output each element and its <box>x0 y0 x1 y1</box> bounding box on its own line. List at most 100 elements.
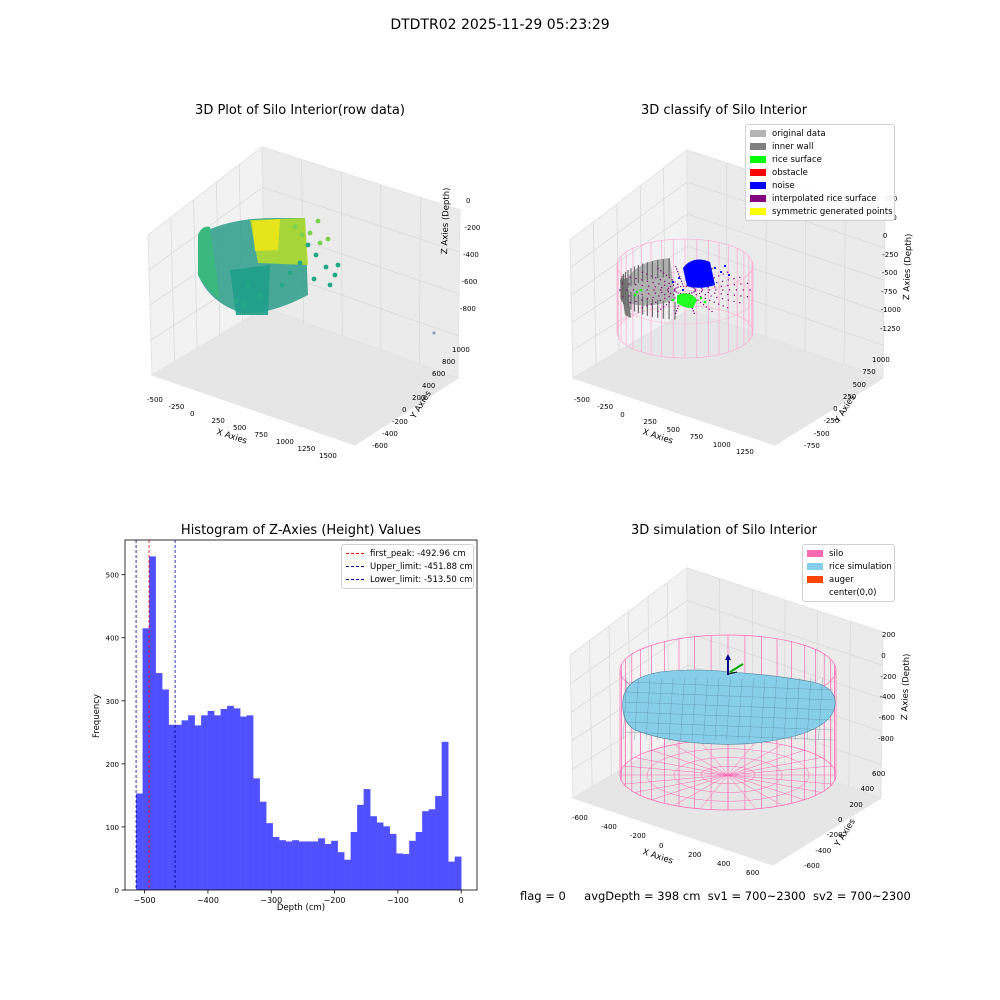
classify-x-tick: 1250 <box>736 448 754 456</box>
raw-x-tick: 1000 <box>276 438 294 446</box>
raw-z-tick: -400 <box>463 251 479 259</box>
simulation-x-tick: -200 <box>630 832 646 841</box>
simulation-z-tick: -200 <box>880 672 897 681</box>
legend-swatch <box>750 208 766 215</box>
classify-z-tick: 0 <box>882 232 888 241</box>
classify-x-tick: 250 <box>643 418 657 427</box>
histogram-bar <box>376 822 384 890</box>
legend-label: Lower_limit: -513.50 cm <box>370 574 473 585</box>
histogram-bar <box>454 856 462 890</box>
legend-swatch <box>807 563 823 570</box>
legend-entry: auger <box>807 573 890 586</box>
histogram-bar <box>448 861 455 890</box>
histogram-bar <box>402 854 410 890</box>
x-tick-label: −200 <box>324 896 346 905</box>
legend-swatch <box>807 589 823 596</box>
legend-swatch <box>750 130 766 137</box>
histogram-bar <box>201 715 208 890</box>
legend-label: original data <box>772 128 826 139</box>
y-tick-label: 100 <box>106 824 119 832</box>
histogram-x-ticks: −500 −400 −300 −200 −100 0 <box>134 890 464 905</box>
raw-plot-title: 3D Plot of Silo Interior(row data) <box>195 103 405 118</box>
histogram-bar <box>441 741 449 890</box>
simulation-y-tick: 400 <box>860 785 875 794</box>
legend-entry: first_peak: -492.96 cm <box>346 547 469 560</box>
histogram-frame <box>124 539 478 891</box>
legend-entry: noise <box>750 179 890 192</box>
histogram-bar <box>428 809 436 890</box>
avg-depth-text: avgDepth = 398 cm <box>584 889 701 903</box>
histogram-chart: −500 −400 −300 −200 −100 0 0 100 200 300 400 500 <box>106 539 478 905</box>
sv2-text: sv2 = 700~2300 <box>812 889 911 903</box>
histogram-bar <box>383 826 390 890</box>
histogram-bar <box>181 720 189 890</box>
simulation-z-tick: -600 <box>878 714 895 723</box>
legend-label: rice simulation <box>829 561 892 572</box>
raw-z-tick: -200 <box>464 224 481 232</box>
raw-y-tick: 600 <box>432 370 446 378</box>
legend-swatch <box>750 182 766 189</box>
histogram-bar <box>409 840 416 890</box>
raw-3d-plot <box>147 145 461 446</box>
classify-x-tick: -500 <box>574 396 590 404</box>
histogram-bar <box>220 709 228 890</box>
histogram-bar <box>240 716 247 890</box>
raw-y-tick: -600 <box>372 442 388 450</box>
histogram-bar <box>292 840 299 890</box>
histogram-bars <box>136 556 462 890</box>
histogram-legend: first_peak: -492.96 cm Upper_limit: -451.… <box>341 544 474 589</box>
histogram-bar <box>194 725 202 890</box>
classify-y-tick: -250 <box>823 417 840 426</box>
legend-label: noise <box>772 180 795 191</box>
simulation-3d-plot <box>569 567 884 866</box>
histogram-bar <box>298 841 306 890</box>
raw-y-tick: 800 <box>442 358 456 366</box>
histogram-bar <box>246 715 254 890</box>
histogram-bar <box>175 724 182 890</box>
histogram-bar <box>396 853 403 890</box>
simulation-zlabel: Z Axies (Depth) <box>900 653 913 721</box>
histogram-ylabel: Frequency <box>92 694 102 738</box>
histogram-bar <box>188 715 195 890</box>
simulation-z-tick: 200 <box>882 631 896 639</box>
raw-x-tick: 1500 <box>319 452 337 460</box>
legend-label: Upper_limit: -451.88 cm <box>370 561 473 572</box>
raw-point-cloud <box>198 217 436 335</box>
x-tick-label: 0 <box>459 896 464 905</box>
simulation-x-tick: 0 <box>659 841 664 850</box>
histogram-bar <box>149 556 156 890</box>
classify-x-tick: -250 <box>597 403 614 412</box>
raw-y-tick: 0 <box>402 406 407 414</box>
histogram-y-ticks: 0 100 200 300 400 500 <box>106 572 125 895</box>
histogram-bar <box>337 852 345 890</box>
histogram-bar <box>344 859 351 890</box>
histogram-bar <box>272 837 280 890</box>
raw-z-tick: -600 <box>461 278 478 286</box>
histogram-bar <box>279 840 286 890</box>
classify-zlabel: Z Axies (Depth) <box>902 233 915 301</box>
legend-line-sample <box>346 553 364 554</box>
classify-y-tick: 0 <box>833 405 838 414</box>
histogram-bar <box>389 833 397 890</box>
classify-y-tick: -500 <box>813 429 830 438</box>
raw-3d-panes <box>147 145 461 446</box>
classify-x-tick: 0 <box>620 410 625 419</box>
legend-swatch <box>750 195 766 202</box>
auger-marker <box>725 654 744 675</box>
simulation-x-tick: -600 <box>572 814 588 822</box>
histogram-xlabel: Depth (cm) <box>276 903 326 913</box>
histogram-bar <box>207 710 215 890</box>
histogram-bar <box>305 841 312 890</box>
legend-swatch <box>807 550 823 557</box>
legend-label: auger <box>829 574 854 585</box>
simulation-y-tick: -400 <box>815 846 832 855</box>
raw-y-tick: -200 <box>392 418 408 426</box>
simulation-y-tick: -200 <box>826 831 843 840</box>
histogram-bar <box>422 811 429 890</box>
legend-label: rice surface <box>772 154 822 165</box>
simulation-plot-title: 3D simulation of Silo Interior <box>631 523 817 538</box>
x-tick-label: −400 <box>197 896 219 905</box>
raw-z-tick: -800 <box>460 305 476 313</box>
classify-z-tick: -750 <box>881 287 898 296</box>
classify-y-tick: 750 <box>862 368 876 377</box>
